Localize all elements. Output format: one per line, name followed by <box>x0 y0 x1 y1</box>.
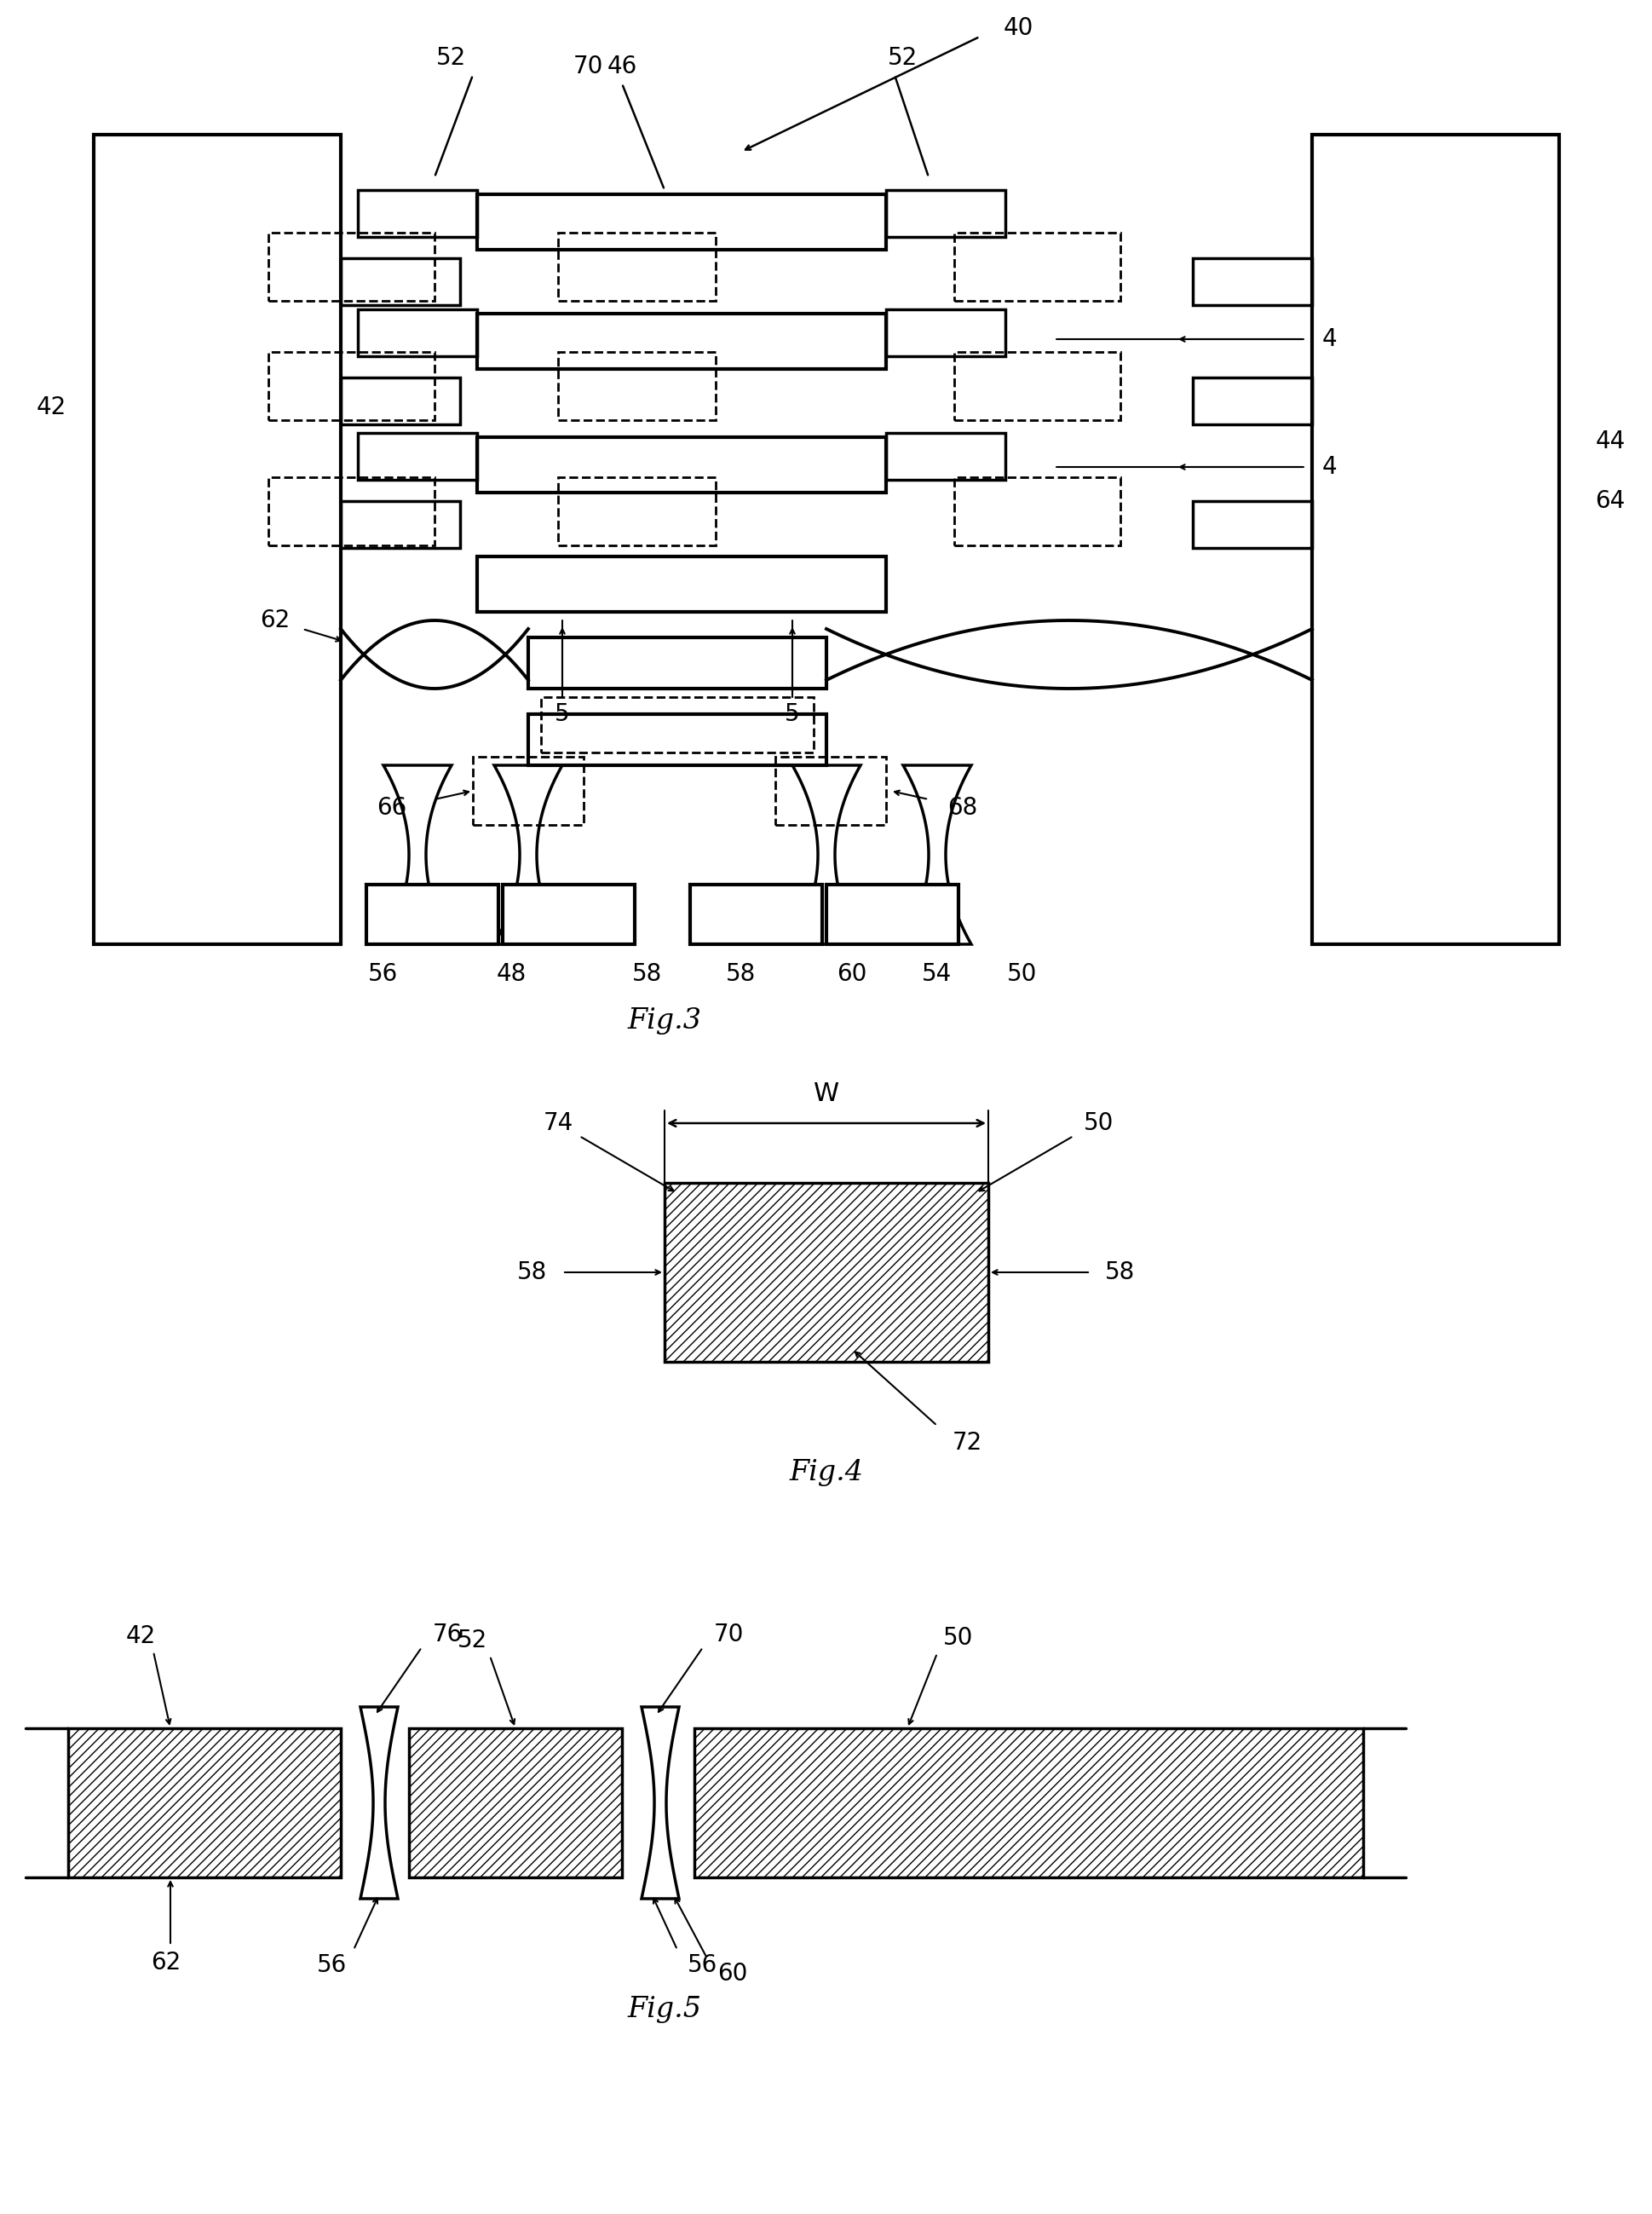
Bar <box>340 259 459 306</box>
Text: 4: 4 <box>1322 328 1336 352</box>
Text: 52: 52 <box>436 46 466 71</box>
Text: 50: 50 <box>1084 1111 1113 1136</box>
Text: 56: 56 <box>368 963 398 985</box>
Text: Fig.5: Fig.5 <box>628 1995 700 2024</box>
Polygon shape <box>360 1707 398 1900</box>
Text: 52: 52 <box>458 1630 487 1652</box>
Bar <box>408 1729 621 1877</box>
Text: 52: 52 <box>887 46 917 71</box>
Bar <box>1193 379 1312 425</box>
Bar <box>357 190 477 237</box>
Bar <box>558 232 715 301</box>
Text: 62: 62 <box>150 1951 182 1975</box>
Text: 58: 58 <box>725 963 757 985</box>
Bar <box>502 886 634 943</box>
Text: 60: 60 <box>717 1962 747 1986</box>
Bar <box>529 638 826 689</box>
Text: 54: 54 <box>922 963 952 985</box>
Bar <box>268 352 434 421</box>
Bar <box>691 886 821 943</box>
Bar <box>268 232 434 301</box>
Bar <box>68 1729 340 1877</box>
Text: 72: 72 <box>952 1430 981 1455</box>
Bar <box>357 434 477 480</box>
Bar <box>664 1182 988 1362</box>
Text: 74: 74 <box>544 1111 573 1136</box>
Bar <box>477 195 885 250</box>
Text: 58: 58 <box>1105 1260 1135 1284</box>
Text: 70: 70 <box>714 1623 743 1647</box>
Polygon shape <box>641 1707 679 1900</box>
Bar <box>558 352 715 421</box>
Text: 48: 48 <box>496 963 525 985</box>
Bar <box>340 379 459 425</box>
Bar <box>694 1729 1363 1877</box>
Bar <box>1312 135 1558 943</box>
Text: 62: 62 <box>259 609 289 633</box>
Text: 58: 58 <box>517 1260 547 1284</box>
Text: Fig.4: Fig.4 <box>790 1459 862 1486</box>
Bar <box>477 556 885 611</box>
Bar <box>268 478 434 545</box>
Bar <box>472 757 583 826</box>
Bar <box>540 697 813 753</box>
Bar <box>558 478 715 545</box>
Bar <box>1193 500 1312 547</box>
Bar <box>340 500 459 547</box>
Bar <box>885 190 1004 237</box>
Text: 56: 56 <box>687 1953 717 1977</box>
Text: 68: 68 <box>947 797 978 819</box>
Text: 46: 46 <box>606 55 636 77</box>
Text: 58: 58 <box>633 963 662 985</box>
Bar <box>1193 259 1312 306</box>
Text: Fig.3: Fig.3 <box>628 1007 700 1034</box>
Text: 70: 70 <box>573 55 603 77</box>
Text: 4: 4 <box>1322 456 1336 478</box>
Text: 42: 42 <box>36 396 66 418</box>
Bar <box>477 436 885 492</box>
Bar <box>953 478 1120 545</box>
Bar <box>885 434 1004 480</box>
Bar <box>357 310 477 356</box>
Text: 50: 50 <box>1006 963 1037 985</box>
Text: 5: 5 <box>785 702 800 726</box>
Text: 44: 44 <box>1594 430 1624 454</box>
Bar <box>953 232 1120 301</box>
Bar <box>529 715 826 766</box>
Text: 50: 50 <box>943 1625 973 1649</box>
Text: 76: 76 <box>433 1623 463 1647</box>
Bar <box>826 886 958 943</box>
Text: 42: 42 <box>126 1625 155 1647</box>
Text: 5: 5 <box>555 702 570 726</box>
Text: W: W <box>813 1080 839 1105</box>
Text: 40: 40 <box>1003 15 1032 40</box>
Bar <box>94 135 340 943</box>
Bar <box>477 314 885 370</box>
Text: 66: 66 <box>377 797 406 819</box>
Text: 56: 56 <box>317 1953 347 1977</box>
Bar <box>953 352 1120 421</box>
Text: 60: 60 <box>836 963 867 985</box>
Bar <box>885 310 1004 356</box>
Bar <box>367 886 499 943</box>
Text: 64: 64 <box>1594 489 1624 514</box>
Bar <box>775 757 885 826</box>
